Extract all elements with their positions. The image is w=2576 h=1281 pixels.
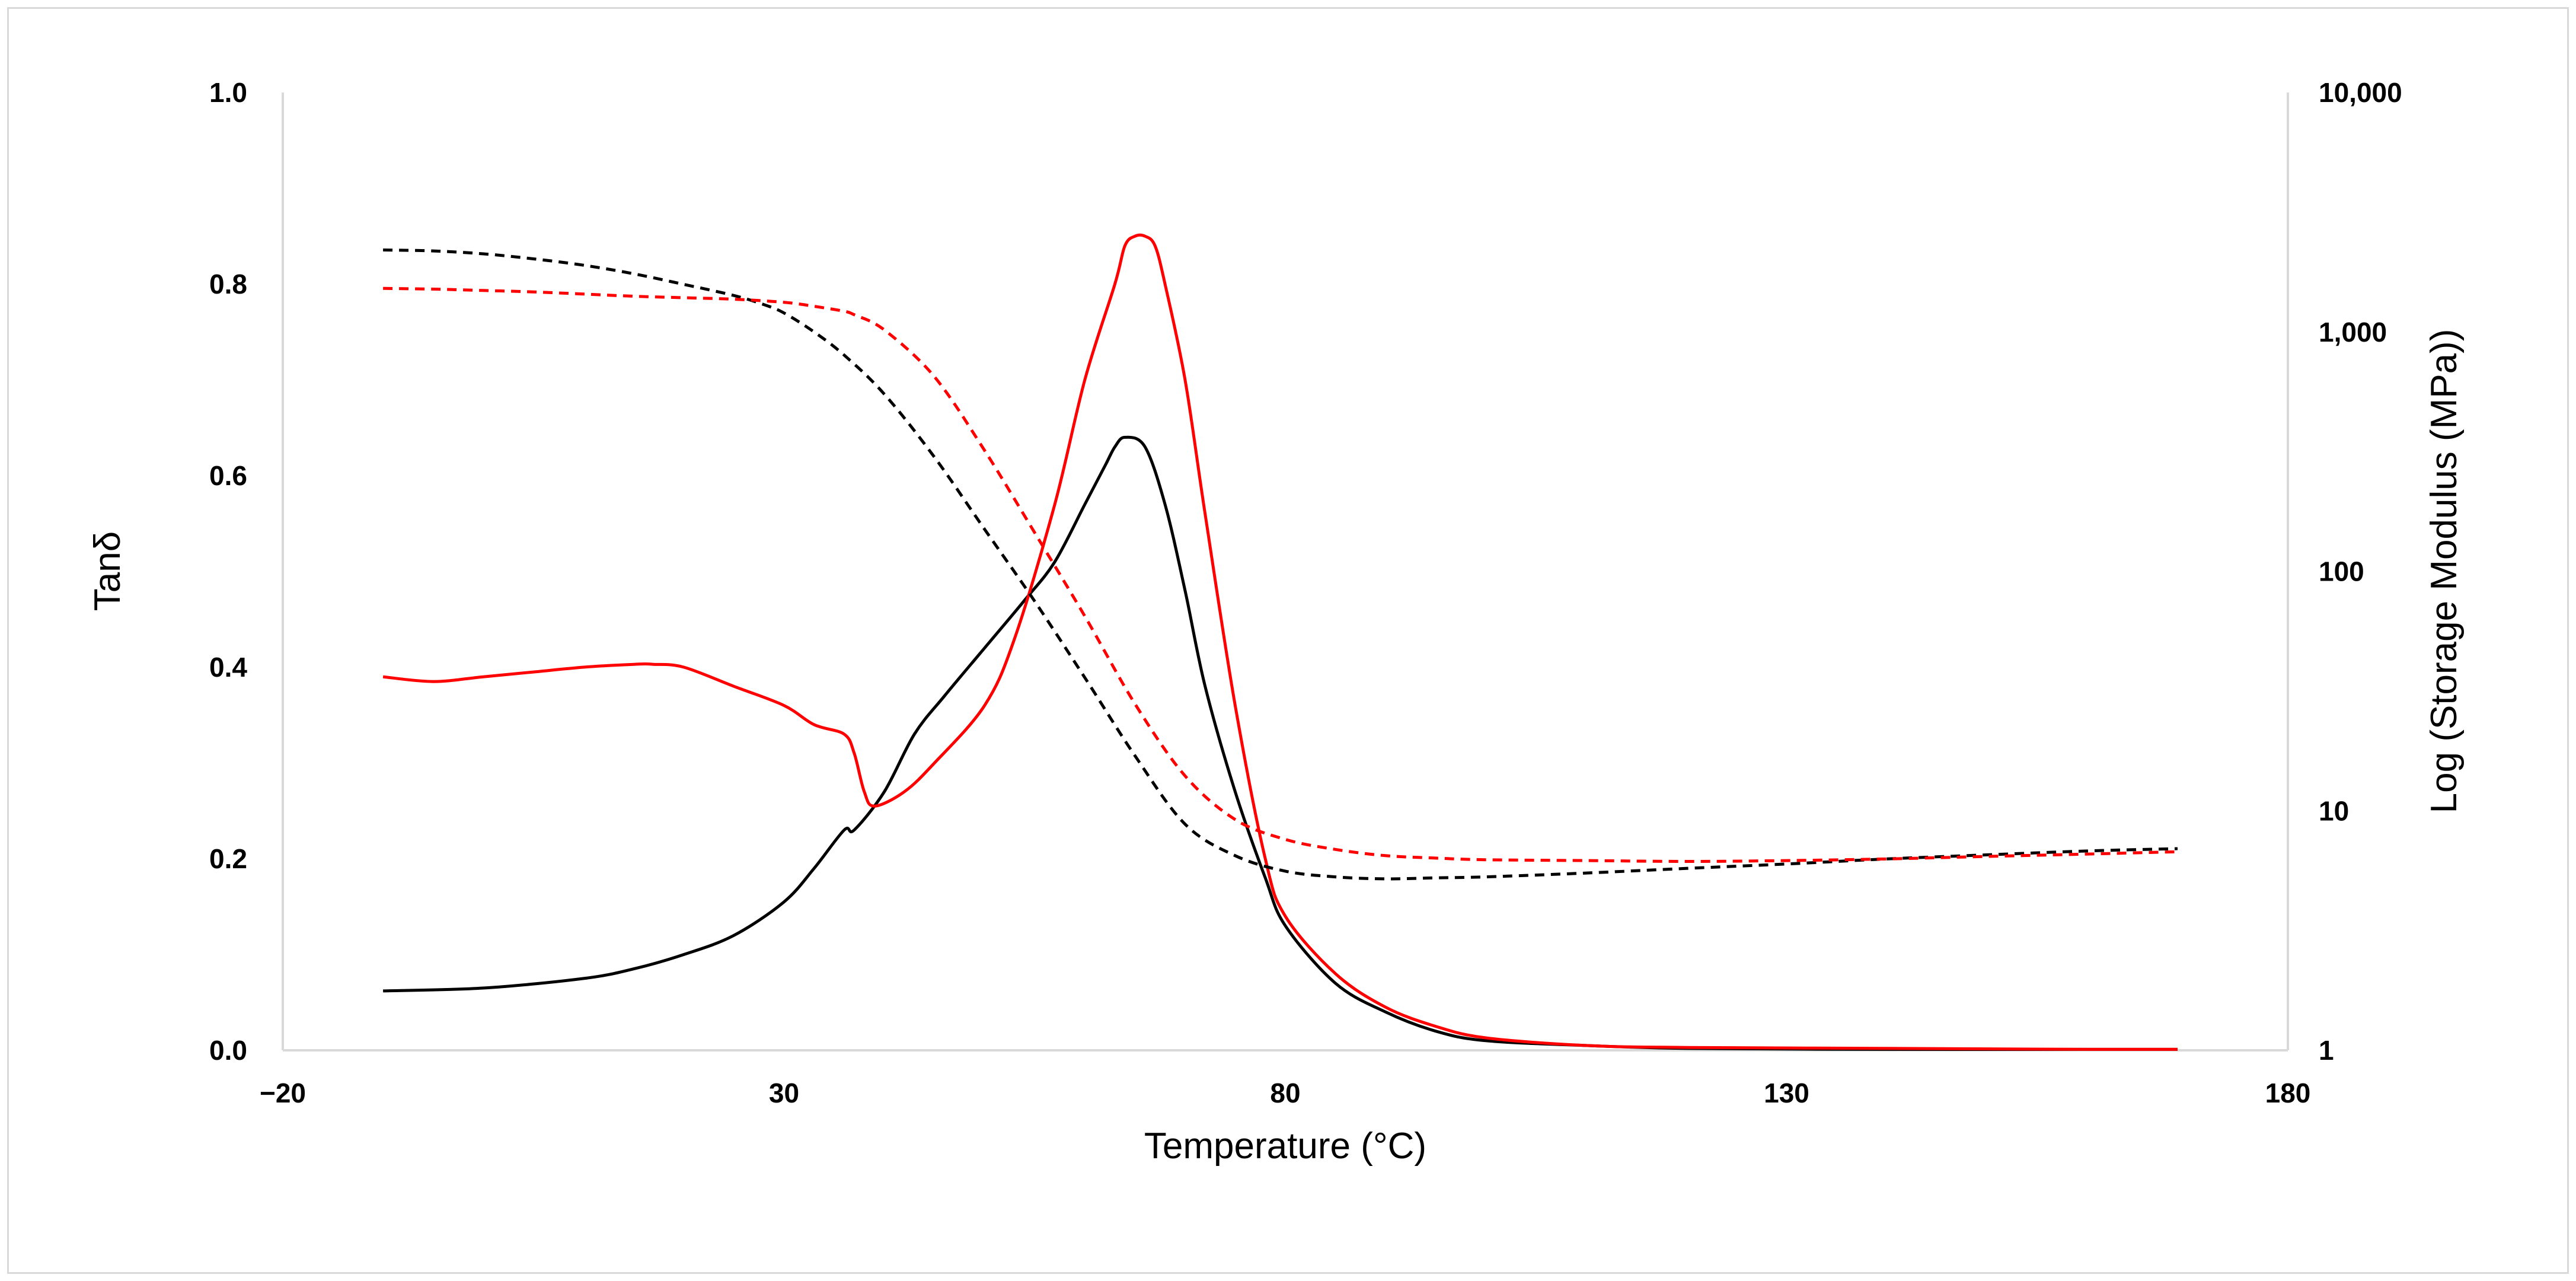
x-tick-label: −20 [260, 1078, 306, 1108]
x-tick-label: 30 [769, 1078, 799, 1108]
black-tan-delta-line [383, 435, 2178, 1051]
axis-titles: Temperature (°C) Tanδ Log (Storage Modul… [87, 329, 2465, 1167]
red-tan-delta-line [382, 233, 2178, 1051]
chart-frame: −20 30 80 130 180 0.0 0.2 0.4 0.6 0.8 1.0 1 10 100 1,0… [7, 7, 2569, 1274]
red-storage-modulus-line [383, 286, 2178, 863]
axes [282, 93, 2289, 1051]
black-storage-modulus-line [383, 248, 2178, 881]
right-y-tick-label: 100 [2319, 556, 2364, 587]
x-axis-title: Temperature (°C) [1144, 1126, 1426, 1167]
right-y-tick-label: 10,000 [2319, 77, 2402, 108]
left-y-tick-label: 0.6 [209, 460, 247, 491]
tick-labels: −20 30 80 130 180 0.0 0.2 0.4 0.6 0.8 1.0 1 10 100 1,0… [209, 77, 2402, 1108]
x-tick-label: 180 [2265, 1078, 2311, 1108]
right-y-tick-label: 1,000 [2319, 317, 2387, 348]
left-y-axis-title: Tanδ [87, 531, 128, 611]
x-tick-label: 80 [1270, 1078, 1300, 1108]
x-tick-label: 130 [1764, 1078, 1809, 1108]
left-y-tick-label: 0.2 [209, 843, 247, 874]
right-y-axis-title: Log (Storage Modulus (MPa)) [2424, 329, 2465, 814]
data-series [382, 233, 2178, 1051]
left-y-tick-label: 0.0 [209, 1035, 247, 1066]
right-y-tick-label: 10 [2319, 795, 2349, 826]
right-y-tick-label: 1 [2319, 1035, 2334, 1066]
left-y-tick-label: 1.0 [209, 77, 247, 108]
left-y-tick-label: 0.8 [209, 269, 247, 299]
dma-chart: −20 30 80 130 180 0.0 0.2 0.4 0.6 0.8 1.0 1 10 100 1,0… [87, 77, 2465, 1167]
left-y-tick-label: 0.4 [209, 652, 247, 683]
